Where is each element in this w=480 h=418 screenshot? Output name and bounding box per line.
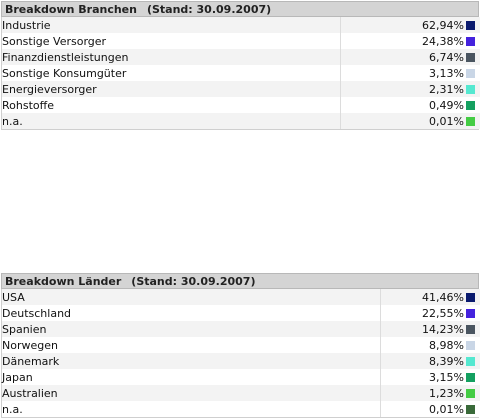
row-swatch-cell — [464, 17, 480, 33]
row-swatch-cell — [464, 65, 480, 81]
color-swatch-icon — [466, 356, 475, 366]
row-name: Rohstoffe — [2, 97, 340, 113]
row-percentage: 24,38% — [339, 33, 464, 49]
color-swatch-icon — [466, 36, 475, 46]
color-swatch-icon — [466, 116, 475, 126]
laender-row: Deutschland 22,55% — [2, 305, 480, 321]
row-percentage: 1,23% — [379, 385, 464, 401]
laender-row: Spanien 14,23% — [2, 321, 480, 337]
row-swatch-cell — [464, 369, 480, 385]
row-percentage: 41,46% — [379, 289, 464, 305]
row-swatch-cell — [464, 289, 480, 305]
row-name: Dänemark — [2, 353, 380, 369]
row-percentage: 62,94% — [339, 17, 464, 33]
row-name: n.a. — [2, 113, 340, 129]
color-swatch-icon — [466, 340, 475, 350]
laender-row: n.a. 0,01% — [2, 401, 480, 417]
breakdown-branchen-panel: Breakdown Branchen (Stand: 30.09.2007) In… — [1, 1, 480, 130]
color-swatch-icon — [466, 100, 475, 110]
branchen-row: Energieversorger 2,31% — [2, 81, 480, 97]
laender-table: USA 41,46% Deutschland 22,55% Spanien 14,23% N… — [2, 289, 480, 417]
row-percentage: 8,39% — [379, 353, 464, 369]
row-percentage: 0,01% — [339, 113, 464, 129]
row-name: Finanzdienstleistungen — [2, 49, 340, 65]
color-swatch-icon — [466, 388, 475, 398]
branchen-title: Breakdown Branchen — [5, 3, 137, 16]
row-swatch-cell — [464, 97, 480, 113]
laender-row: USA 41,46% — [2, 289, 480, 305]
color-swatch-icon — [466, 20, 475, 30]
laender-row: Dänemark 8,39% — [2, 353, 480, 369]
row-name: Sonstige Konsumgüter — [2, 65, 340, 81]
row-percentage: 3,13% — [339, 65, 464, 81]
color-swatch-icon — [466, 372, 475, 382]
row-swatch-cell — [464, 321, 480, 337]
row-name: Sonstige Versorger — [2, 33, 340, 49]
laender-header: Breakdown Länder (Stand: 30.09.2007) — [1, 273, 479, 289]
color-swatch-icon — [466, 324, 475, 334]
row-name: Deutschland — [2, 305, 380, 321]
row-swatch-cell — [464, 305, 480, 321]
row-swatch-cell — [464, 113, 480, 129]
color-swatch-icon — [466, 404, 475, 414]
laender-row: Japan 3,15% — [2, 369, 480, 385]
branchen-row: Finanzdienstleistungen 6,74% — [2, 49, 480, 65]
row-name: Norwegen — [2, 337, 380, 353]
laender-row: Norwegen 8,98% — [2, 337, 480, 353]
row-name: Energieversorger — [2, 81, 340, 97]
row-percentage: 0,01% — [379, 401, 464, 417]
row-name: Spanien — [2, 321, 380, 337]
row-name: Industrie — [2, 17, 340, 33]
row-percentage: 14,23% — [379, 321, 464, 337]
laender-stand: (Stand: 30.09.2007) — [131, 275, 256, 288]
row-name: USA — [2, 289, 380, 305]
row-swatch-cell — [464, 49, 480, 65]
branchen-row: Sonstige Konsumgüter 3,13% — [2, 65, 480, 81]
row-name: Australien — [2, 385, 380, 401]
row-name: Japan — [2, 369, 380, 385]
color-swatch-icon — [466, 308, 475, 318]
row-swatch-cell — [464, 353, 480, 369]
color-swatch-icon — [466, 52, 475, 62]
branchen-row: n.a. 0,01% — [2, 113, 480, 129]
laender-row: Australien 1,23% — [2, 385, 480, 401]
branchen-table: Industrie 62,94% Sonstige Versorger 24,38% F… — [2, 17, 480, 129]
row-percentage: 3,15% — [379, 369, 464, 385]
row-name: n.a. — [2, 401, 380, 417]
row-swatch-cell — [464, 385, 480, 401]
row-swatch-cell — [464, 401, 480, 417]
row-percentage: 6,74% — [339, 49, 464, 65]
branchen-row: Rohstoffe 0,49% — [2, 97, 480, 113]
row-percentage: 0,49% — [339, 97, 464, 113]
row-swatch-cell — [464, 81, 480, 97]
color-swatch-icon — [466, 68, 475, 78]
breakdown-laender-panel: Breakdown Länder (Stand: 30.09.2007) USA 4… — [1, 273, 480, 418]
row-swatch-cell — [464, 337, 480, 353]
color-swatch-icon — [466, 292, 475, 302]
row-percentage: 8,98% — [379, 337, 464, 353]
branchen-header: Breakdown Branchen (Stand: 30.09.2007) — [1, 1, 479, 17]
row-percentage: 2,31% — [339, 81, 464, 97]
branchen-row: Industrie 62,94% — [2, 17, 480, 33]
row-swatch-cell — [464, 33, 480, 49]
branchen-row: Sonstige Versorger 24,38% — [2, 33, 480, 49]
laender-title: Breakdown Länder — [5, 275, 122, 288]
color-swatch-icon — [466, 84, 475, 94]
branchen-stand: (Stand: 30.09.2007) — [146, 3, 272, 16]
row-percentage: 22,55% — [379, 305, 464, 321]
